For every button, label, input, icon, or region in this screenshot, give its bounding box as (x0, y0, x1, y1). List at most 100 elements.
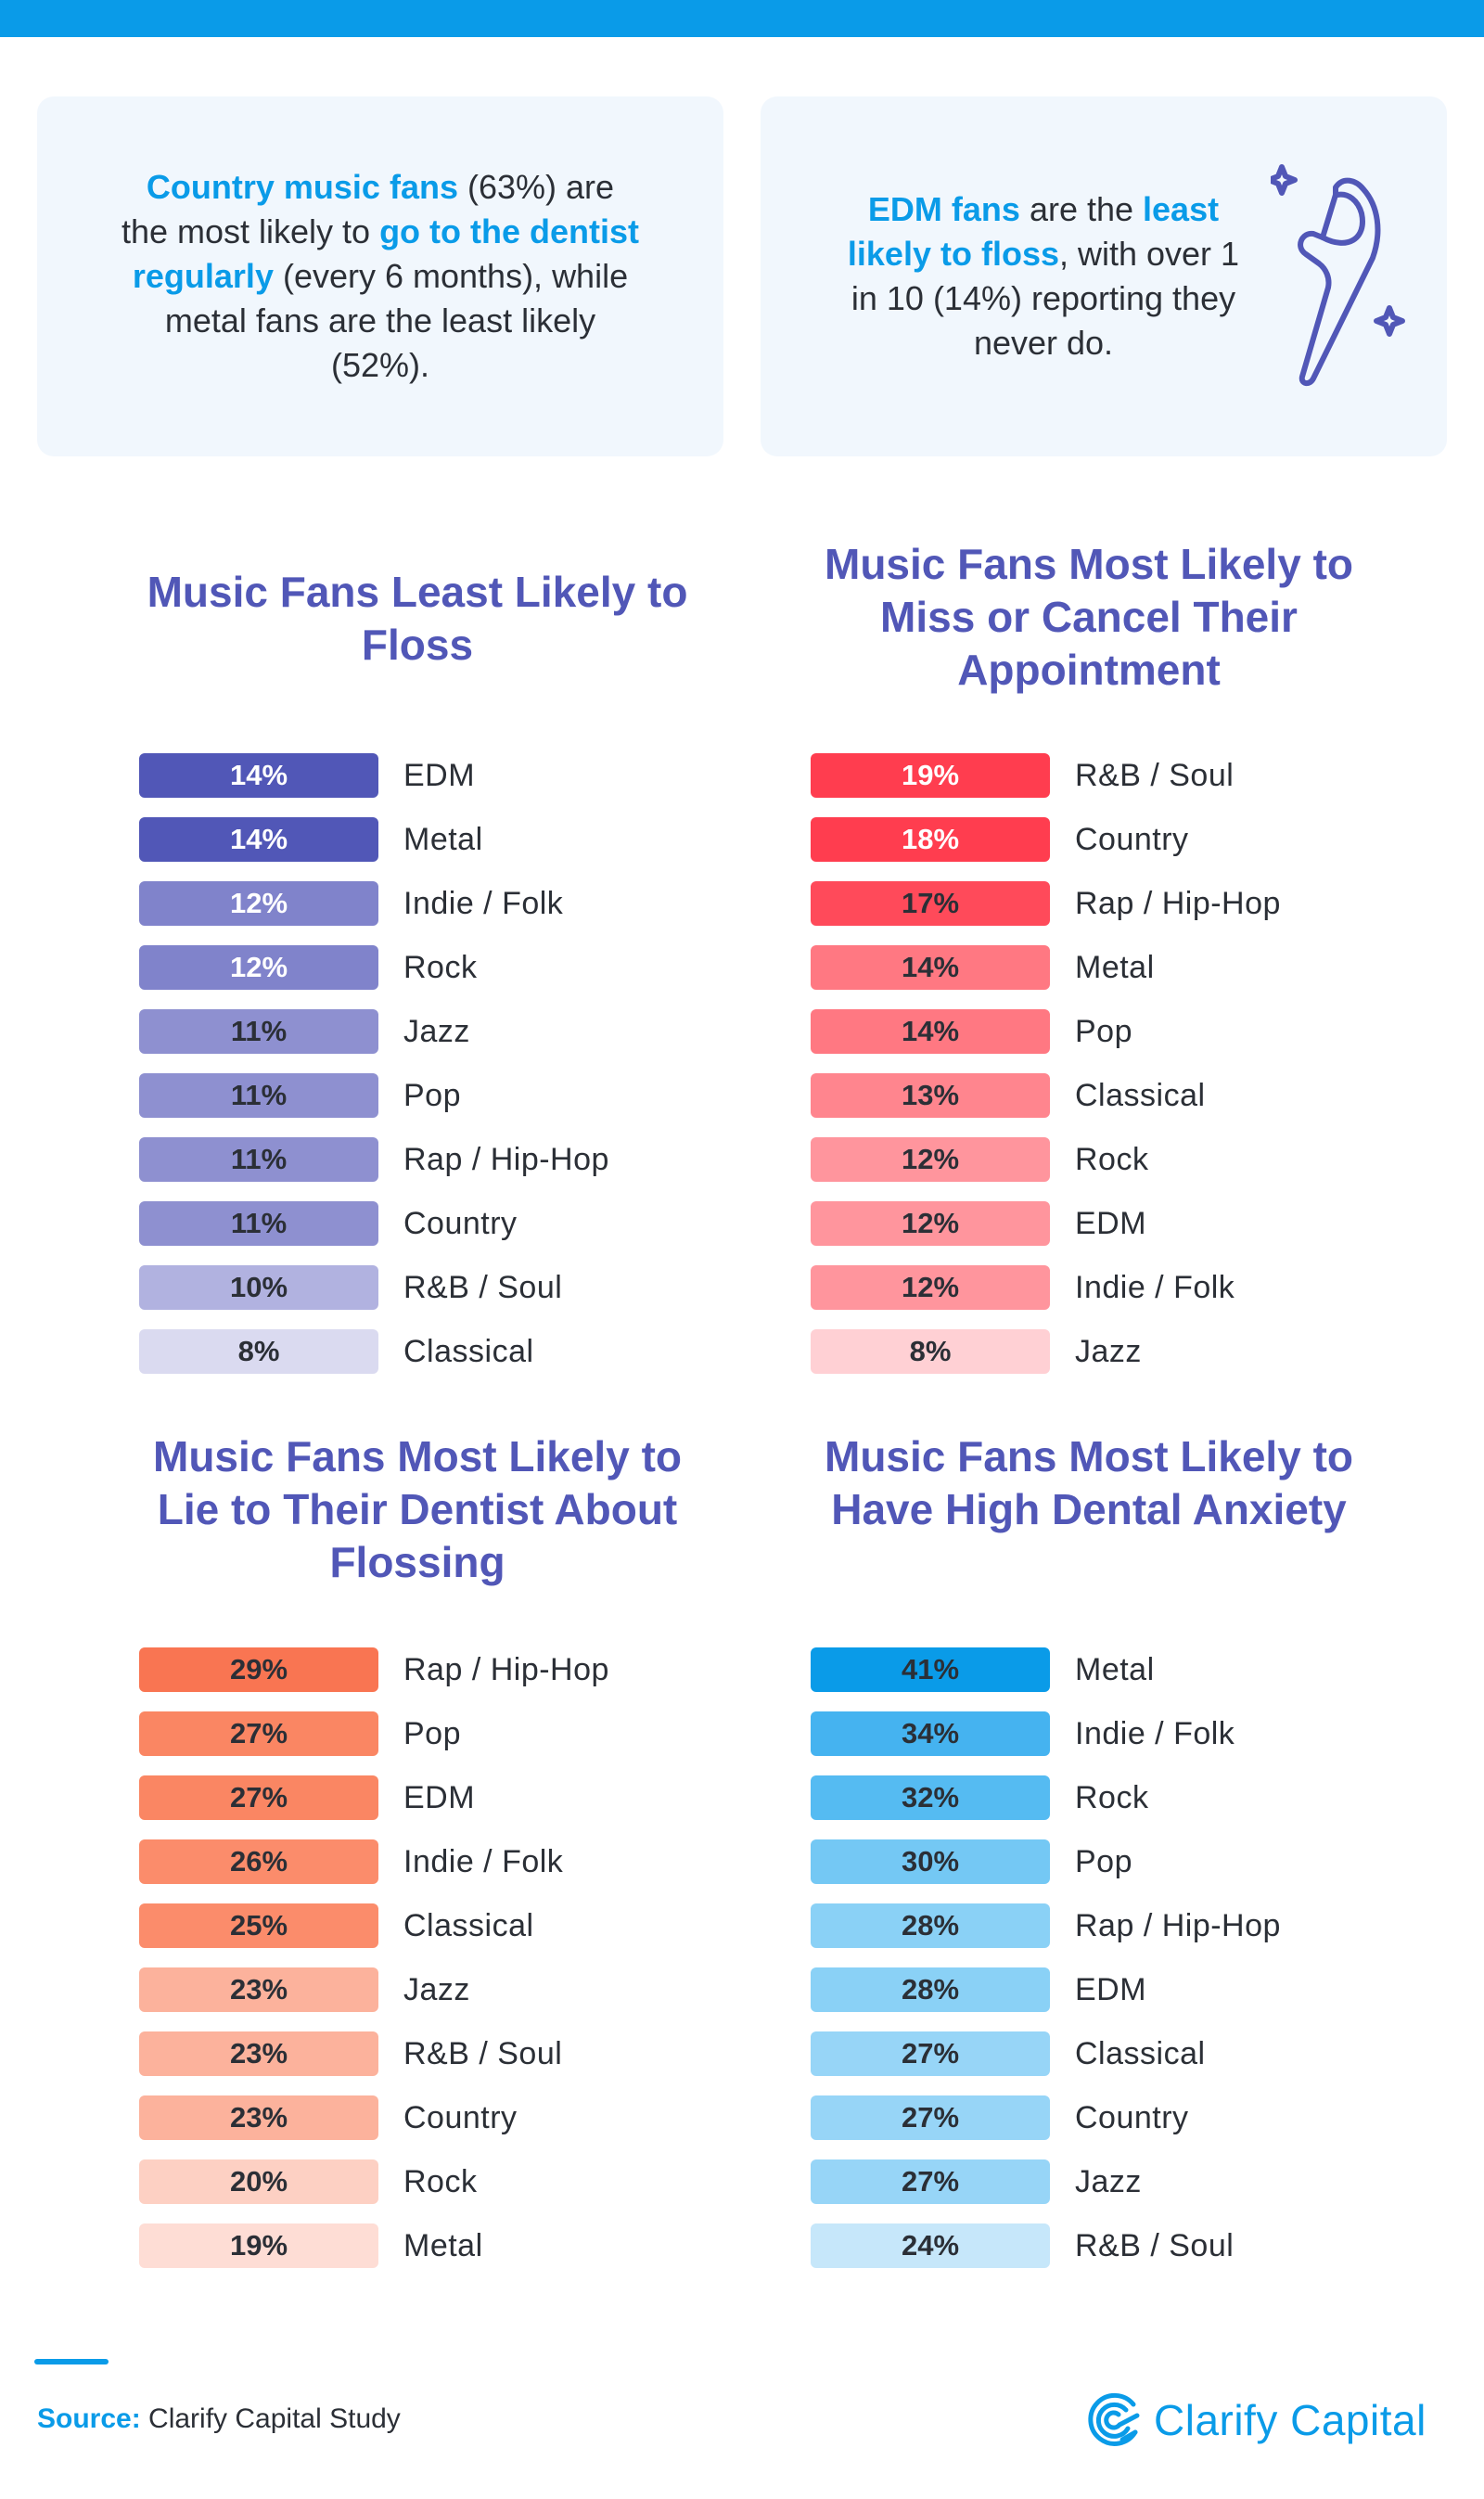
bar-value: 11% (139, 1009, 378, 1054)
bar-category-label: Metal (403, 2228, 483, 2263)
highlight-text: go to the dentist regularly (132, 212, 640, 295)
bar-row: 30% Pop (811, 1839, 1132, 1884)
bar-category-label: Rap / Hip-Hop (1075, 886, 1281, 921)
bar-row: 11% Rap / Hip-Hop (139, 1137, 608, 1182)
bar-row: 14% Metal (811, 945, 1154, 990)
bar-row: 12% EDM (811, 1201, 1146, 1246)
bar-value: 25% (139, 1903, 378, 1948)
bar-value: 14% (811, 1009, 1050, 1054)
bar-value: 17% (811, 881, 1050, 926)
bar-category-label: Jazz (403, 1972, 470, 2007)
clarify-capital-logo: Clarify Capital (1085, 2391, 1426, 2449)
bar-value: 23% (139, 2095, 378, 2140)
bar-row: 18% Country (811, 817, 1188, 862)
footer-accent-line (34, 2359, 109, 2364)
bar-value: 19% (811, 753, 1050, 798)
bar-row: 19% Metal (139, 2223, 482, 2268)
bar-category-label: Pop (1075, 1844, 1132, 1879)
bar-row: 10% R&B / Soul (139, 1265, 562, 1310)
bar-value: 26% (139, 1839, 378, 1884)
chart-title: Music Fans Most Likely to Lie to Their D… (153, 1432, 682, 1586)
bar-value: 34% (811, 1711, 1050, 1756)
bar-value: 12% (139, 881, 378, 926)
bar-row: 12% Rock (139, 945, 477, 990)
bar-row: 27% Classical (811, 2031, 1205, 2076)
floss-pick-icon (1271, 164, 1405, 386)
bar-row: 28% EDM (811, 1967, 1146, 2012)
bar-category-label: Rap / Hip-Hop (403, 1142, 609, 1177)
bar-category-label: Jazz (403, 1014, 470, 1049)
bar-value: 27% (811, 2159, 1050, 2204)
bar-value: 27% (811, 2031, 1050, 2076)
bar-value: 8% (139, 1329, 378, 1374)
bar-row: 11% Pop (139, 1073, 461, 1118)
bar-category-label: Jazz (1075, 1334, 1142, 1369)
bar-category-label: Metal (1075, 1652, 1155, 1687)
bar-row: 12% Rock (811, 1137, 1148, 1182)
bar-category-label: Country (403, 1206, 518, 1241)
source-text: Clarify Capital Study (140, 2403, 401, 2434)
bar-value: 19% (139, 2223, 378, 2268)
bar-category-label: EDM (1075, 1206, 1147, 1241)
bar-category-label: EDM (403, 1780, 476, 1815)
bar-category-label: Rap / Hip-Hop (403, 1652, 609, 1687)
bar-value: 14% (811, 945, 1050, 990)
bar-row: 41% Metal (811, 1647, 1154, 1692)
bar-category-label: Indie / Folk (1075, 1716, 1235, 1751)
bar-value: 14% (139, 817, 378, 862)
bar-value: 27% (139, 1775, 378, 1820)
bar-value: 32% (811, 1775, 1050, 1820)
bar-value: 24% (811, 2223, 1050, 2268)
callout-least-likely-floss: EDM fans are the least likely to floss, … (761, 96, 1447, 456)
bar-category-label: Jazz (1075, 2164, 1142, 2199)
bar-value: 18% (811, 817, 1050, 862)
bar-row: 32% Rock (811, 1775, 1148, 1820)
bar-row: 28% Rap / Hip-Hop (811, 1903, 1280, 1948)
bar-row: 8% Classical (139, 1329, 533, 1374)
body-text: (63%) are the most likely to (121, 168, 615, 250)
bar-value: 29% (139, 1647, 378, 1692)
bar-category-label: R&B / Soul (1075, 2228, 1235, 2263)
bar-category-label: Pop (1075, 1014, 1132, 1049)
highlight-text: EDM fans (867, 190, 1020, 228)
bar-category-label: Rock (403, 950, 478, 985)
source-note: Source: Clarify Capital Study (37, 2401, 401, 2438)
bar-category-label: Metal (1075, 950, 1155, 985)
bar-row: 24% R&B / Soul (811, 2223, 1234, 2268)
bar-category-label: Country (1075, 822, 1189, 857)
bar-value: 11% (139, 1137, 378, 1182)
bar-value: 23% (139, 1967, 378, 2012)
bar-value: 23% (139, 2031, 378, 2076)
bar-value: 11% (139, 1201, 378, 1246)
bar-row: 17% Rap / Hip-Hop (811, 881, 1280, 926)
bar-row: 34% Indie / Folk (811, 1711, 1235, 1756)
body-text: are the (1019, 190, 1144, 228)
bar-row: 12% Indie / Folk (811, 1265, 1235, 1310)
bar-row: 12% Indie / Folk (139, 881, 563, 926)
bar-category-label: Country (1075, 2100, 1189, 2135)
highlight-text: Country music fans (146, 168, 458, 206)
bar-category-label: Indie / Folk (403, 1844, 564, 1879)
bar-category-label: Indie / Folk (1075, 1270, 1235, 1305)
highlight-text: least likely to floss (847, 190, 1220, 273)
bar-value: 41% (811, 1647, 1050, 1692)
bar-row: 23% Jazz (139, 1967, 469, 2012)
bar-row: 27% Jazz (811, 2159, 1141, 2204)
bar-value: 30% (811, 1839, 1050, 1884)
bar-row: 11% Jazz (139, 1009, 469, 1054)
chart-title: Music Fans Least Likely to Floss (147, 568, 688, 669)
bar-row: 8% Jazz (811, 1329, 1141, 1374)
chart-title: Music Fans Most Likely to Have High Dent… (825, 1432, 1353, 1533)
callout-right-text: EDM fans are the least likely to floss, … (839, 187, 1247, 365)
chart-title: Music Fans Most Likely to Miss or Cancel… (825, 540, 1353, 694)
bar-row: 27% EDM (139, 1775, 475, 1820)
bar-value: 28% (811, 1903, 1050, 1948)
callout-left-text: Country music fans (63%) are the most li… (121, 165, 640, 388)
bar-category-label: Classical (403, 1908, 534, 1943)
bar-category-label: R&B / Soul (1075, 758, 1235, 793)
callout-dentist-regularly: Country music fans (63%) are the most li… (37, 96, 723, 456)
bar-row: 19% R&B / Soul (811, 753, 1234, 798)
bar-category-label: Classical (1075, 2036, 1206, 2071)
clarify-capital-logo-icon (1088, 2392, 1140, 2446)
bar-row: 23% R&B / Soul (139, 2031, 562, 2076)
